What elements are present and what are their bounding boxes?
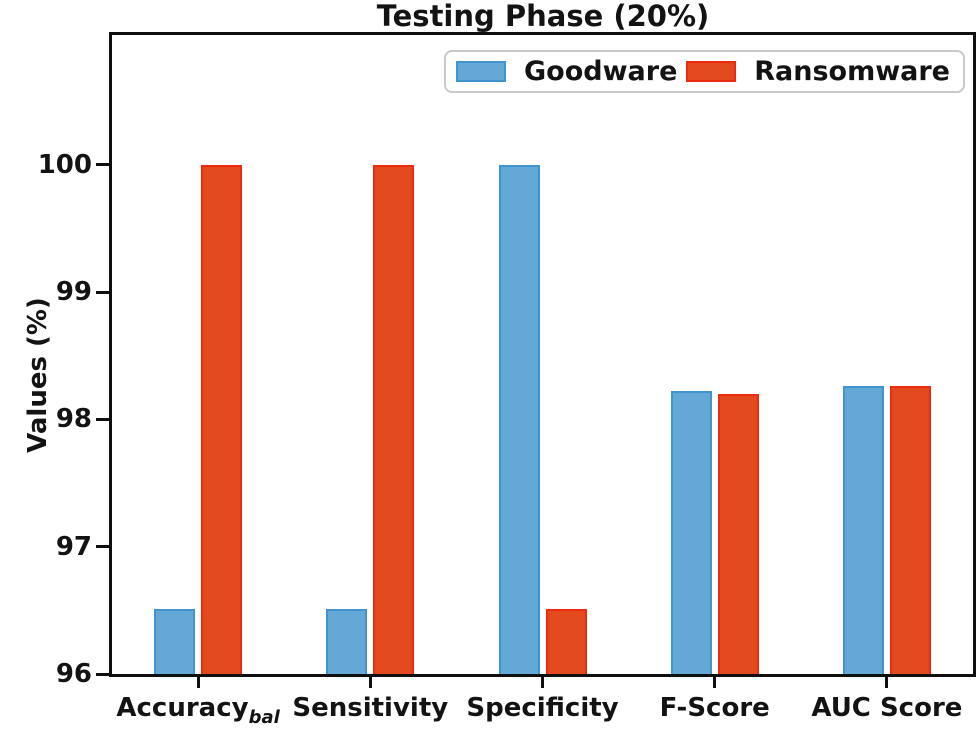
bar-goodware-accuracy [154,609,195,674]
bar-goodware-specificity [499,164,540,674]
legend-label-ransomware: Ransomware [754,56,950,87]
legend-label-goodware: Goodware [524,56,678,87]
y-tick-label: 100 [37,149,92,180]
legend-entry-goodware: Goodware [456,56,677,87]
bar-ransomware-specificity [546,609,587,674]
x-tick-mark [885,677,889,688]
x-tick-mark [541,677,544,688]
y-tick-mark [96,672,109,676]
x-tick-mark [368,677,372,688]
y-tick-label: 96 [55,659,92,689]
x-tick-label-specificity: Specificity [466,693,619,723]
y-tick-label: 98 [55,404,92,435]
bar-ransomware-auc-score [890,386,931,674]
bar-ransomware-sensitivity [373,164,414,674]
bar-goodware-auc-score [843,386,884,674]
y-tick-mark [96,545,109,549]
x-tick-mark [196,677,200,688]
y-tick-mark [96,290,109,294]
x-tick-label-accuracy: Accuracybal [116,693,280,728]
legend: Goodware Ransomware [444,50,965,93]
y-tick-mark [96,163,109,167]
y-tick-label: 99 [55,277,92,308]
bar-ransomware-accuracy [201,164,242,674]
legend-swatch-ransomware [686,61,737,82]
bar-ransomware-f-score [718,394,759,674]
legend-swatch-goodware [456,61,506,82]
y-tick-label: 97 [55,531,92,562]
bar-goodware-sensitivity [326,609,367,674]
bar-goodware-f-score [671,391,712,674]
x-tick-label-auc-score: AUC Score [811,693,963,723]
plot-area: Goodware Ransomware [109,32,976,677]
y-tick-mark [96,417,109,421]
legend-entry-ransomware: Ransomware [686,56,950,87]
chart-title: Testing Phase (20%) [376,0,710,33]
x-tick-label-subscript: bal [248,707,280,728]
x-tick-label-sensitivity: Sensitivity [292,693,449,723]
x-tick-label-f-score: F-Score [659,693,770,723]
x-tick-mark [713,677,717,688]
